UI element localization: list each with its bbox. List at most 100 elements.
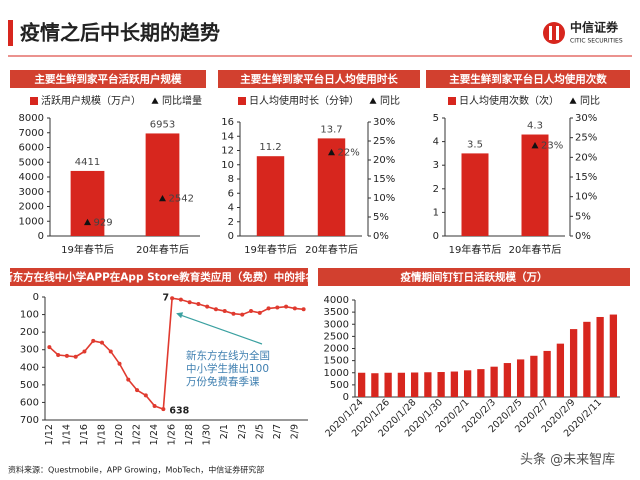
y-tick-label: 2500 [324,331,349,342]
annotation-arrowhead [176,312,184,319]
y-tick-label: 2 [433,184,439,195]
x-tick-label: 1/12 [44,424,55,445]
x-tick-label: 1/24 [149,424,160,445]
y-tick-label: 200 [20,327,39,338]
point-label: 638 [169,406,189,417]
bar [583,321,591,397]
y-tick-label: 10 [221,160,234,171]
point [266,306,271,311]
panel-header [10,70,206,88]
y-tick-label: 1 [433,207,439,218]
bar [384,372,392,397]
bar [543,350,551,397]
point [275,305,280,310]
point [56,352,61,357]
y-tick-label: 7000 [19,128,44,139]
y-tick-label: 1000 [19,216,44,227]
point [82,349,87,354]
data-label: 23% [541,141,563,152]
x-tick-label: 19年春节后 [244,243,297,256]
bar [450,371,459,397]
point [117,361,122,366]
point [257,310,262,315]
y2-tick-label: 10% [373,193,395,204]
y2-tick-label: 30% [373,117,395,128]
y-tick-label: 400 [20,362,39,373]
logo-en: CITIC SECURITIES [570,38,623,45]
x-tick-label: 20年春节后 [305,243,358,256]
y2-tick-label: 25% [373,136,395,147]
panel-header [318,268,630,286]
panel-header [426,70,630,88]
x-tick-label: 2/9 [289,424,300,439]
marker [531,142,539,149]
annotation: 新东方在线为全国中小学生推出100万份免费春季课 [186,350,270,388]
logo-icon-bar [552,24,556,42]
point [292,306,297,311]
panel-title: 主要生鲜到家平台日人均使用次数 [449,73,607,86]
y-tick-label: 0 [33,292,39,303]
y2-tick-label: 15% [575,172,597,183]
x-tick-label: 1/30 [202,424,213,445]
legend-swatch [448,97,456,105]
x-tick-label: 2/5 [254,424,265,439]
bar [609,314,618,397]
y-tick-label: 3000 [19,187,44,198]
y-tick-label: 3500 [324,307,349,318]
bar [521,134,549,236]
point [240,312,245,317]
x-tick-label: 1/14 [61,424,72,445]
point [205,304,210,309]
point [99,340,104,345]
y-tick-label: 3 [433,160,439,171]
bar [463,370,472,397]
source-note: 资料来源：Questmobile，APP Growing，MobTech，中信证… [8,465,264,475]
point [91,338,96,343]
y-tick-label: 4000 [324,295,349,306]
legend-label: 活跃用户规模（万户） [41,94,141,107]
x-tick-label: 1/22 [132,424,143,445]
point [143,393,148,398]
y2-tick-label: 0% [575,231,591,242]
bar [371,373,379,397]
marker [159,195,166,202]
data-label: 3.5 [467,139,483,150]
y-tick-label: 0 [38,231,44,242]
x-tick-label: 20年春节后 [509,243,562,256]
y2-tick-label: 15% [373,174,395,185]
title-accent [8,20,13,46]
bar [461,153,489,236]
x-tick-label: 1/26 [167,424,178,445]
y-tick-label: 600 [20,397,39,408]
legend-label: 同比 [580,95,600,107]
point [178,297,183,302]
y-tick-label: 4000 [19,172,44,183]
point [170,296,175,301]
point [47,345,52,350]
data-label: 22% [338,147,360,158]
legend-swatch [569,97,577,104]
y-tick-label: 0 [228,231,234,242]
x-tick-label: 1/16 [79,424,90,445]
bar [596,316,604,397]
y-tick-label: 100 [20,310,39,321]
x-tick-label: 2/7 [272,424,283,439]
y2-tick-label: 10% [575,192,597,203]
point [196,302,201,307]
slide-title: 疫情之后中长期的趋势 [20,21,220,45]
y-tick-label: 5 [433,113,439,124]
y-tick-label: 500 [20,380,39,391]
y-tick-label: 2000 [324,344,349,355]
bar [256,156,285,236]
point [152,403,157,408]
y-tick-label: 16 [221,117,234,128]
y-tick-label: 8 [228,174,234,185]
bar [490,366,498,397]
x-tick-label: 1/20 [114,424,125,445]
data-label: 11.2 [259,142,281,153]
y-tick-label: 2 [228,217,234,228]
marker [84,218,91,226]
point [187,300,192,305]
watermark: 头条 @未来智库 [520,452,615,468]
point [126,377,131,382]
